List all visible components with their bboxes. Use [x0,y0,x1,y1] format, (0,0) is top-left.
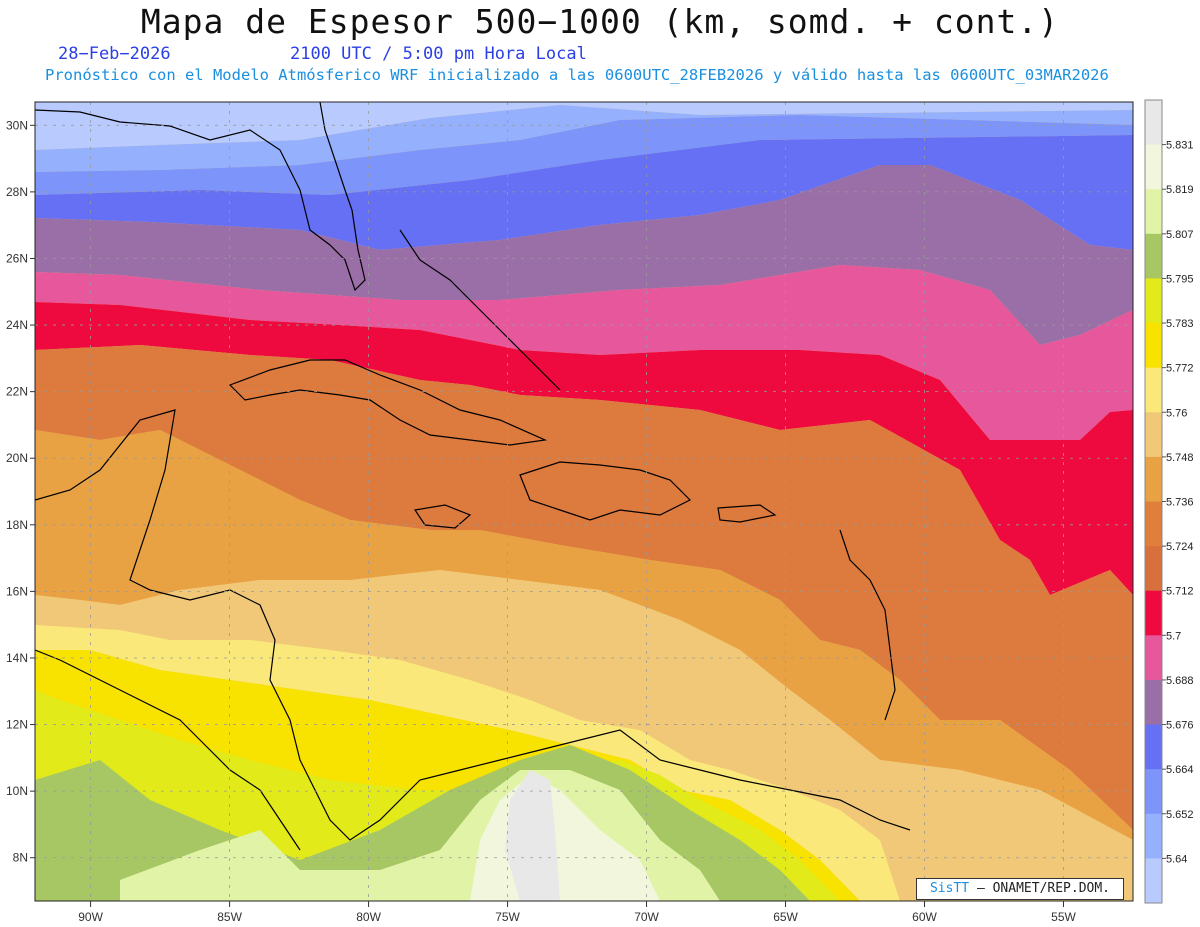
lon-tick-label: 70W [634,910,659,924]
colorbar-swatch [1145,278,1162,324]
colorbar-swatch [1145,501,1162,547]
colorbar-label: 5.807 [1166,229,1194,241]
colorbar-swatch [1145,144,1162,190]
lat-tick-label: 16N [6,584,28,598]
colorbar-swatch [1145,546,1162,592]
band-5664-light [35,115,1133,195]
colorbar-label: 5.831 [1166,140,1194,152]
forecast-time: 2100 UTC / 5:00 pm Hora Local [290,44,587,64]
colorbar-swatch [1145,813,1162,859]
lat-tick-label: 24N [6,318,28,332]
colorbar-label: 5.712 [1166,586,1194,598]
bahamas [399,229,561,391]
cuba-coast [228,359,548,446]
florida-coast [35,102,366,292]
band-5688 [35,265,1133,440]
lon-tick-label: 75W [495,910,520,924]
lon-tick-label: 85W [217,910,242,924]
band-5652 [35,105,1133,172]
colorbar-label: 5.76 [1166,407,1187,419]
colorbar-swatch [1145,412,1162,458]
lat-tick-label: 30N [6,118,28,132]
colorbar-label: 5.783 [1166,318,1194,330]
colorbar-label: 5.795 [1166,273,1194,285]
colorbar-swatch [1145,590,1162,636]
colorbar-label: 5.724 [1166,541,1194,553]
band-5664 [35,135,1133,250]
lon-tick-label: 55W [1051,910,1076,924]
colorbar-swatch [1145,189,1162,235]
colorbar-label: 5.64 [1166,853,1187,865]
forecast-subtitle: Pronóstico con el Modelo Atmósferico WRF… [45,66,1109,84]
forecast-date: 28−Feb−2026 [58,44,171,64]
central-america-coast [35,409,911,841]
lon-tick-label: 90W [78,910,103,924]
map-title: Mapa de Espesor 500−1000 (km, somd. + co… [140,2,1060,41]
lon-tick-label: 80W [356,910,381,924]
credit-text: – ONAMET/REP.DOM. [976,881,1111,896]
credit-box: SisTT – ONAMET/REP.DOM. [916,878,1124,900]
longitude-labels: 90W 85W 80W 75W 70W 65W 60W 55W [78,901,1077,924]
coastlines [35,102,911,851]
colorbar-label: 5.7 [1166,630,1181,642]
hispaniola-coast [519,461,692,521]
lat-tick-label: 28N [6,185,28,199]
lat-tick-label: 26N [6,251,28,265]
colorbar-label: 5.688 [1166,675,1194,687]
band-5748 [35,625,900,901]
colorbar-swatch [1145,679,1162,726]
map-frame [34,101,1134,902]
colorbar-label: 5.652 [1166,809,1194,821]
colorbar-swatch [1145,635,1162,681]
band-5640 [35,102,1133,150]
puerto-rico-coast [717,504,777,523]
colorbar-swatch [1145,769,1162,815]
colorbar-swatch [1145,456,1162,502]
colorbar-swatch [1145,858,1162,904]
gridlines [35,102,1133,901]
band-5712 [35,345,1133,830]
colorbar-label: 5.664 [1166,764,1194,776]
colorbar-label: 5.819 [1166,184,1194,196]
colorbar: 5.831 5.819 5.807 5.795 5.783 5.772 5.76 5.748 5… [1144,99,1194,904]
lon-tick-label: 65W [773,910,798,924]
lat-tick-label: 12N [6,718,28,732]
jamaica-coast [413,504,472,529]
lesser-antilles [839,529,896,721]
lat-tick-label: 10N [6,784,28,798]
lat-tick-label: 14N [6,651,28,665]
lat-tick-label: 18N [6,518,28,532]
lat-tick-label: 8N [13,851,28,865]
colorbar-swatch [1145,233,1162,279]
colorbar-label: 5.676 [1166,720,1194,732]
colorbar-label: 5.748 [1166,452,1194,464]
pacific-coast [35,649,301,851]
band-5820 [505,770,560,901]
lat-tick-label: 20N [6,451,28,465]
colorbar-label: 5.736 [1166,497,1194,509]
latitude-labels: 30N 28N 26N 24N 22N 20N 18N 16N 14N 12N 10N 8N [6,118,35,865]
colorbar-label: 5.772 [1166,363,1194,375]
lat-tick-label: 22N [6,385,28,399]
band-5700 [35,302,1133,595]
credit-brand: SisTT [929,881,970,896]
colorbar-swatch [1145,100,1162,146]
band-5676 [35,165,1133,345]
colorbar-swatch [1145,367,1162,413]
band-5736 [35,570,1133,901]
band-5724 [35,430,1133,840]
colorbar-swatch [1145,724,1162,770]
colorbar-swatch [1145,323,1162,369]
thickness-bands [35,102,1133,901]
lon-tick-label: 60W [912,910,937,924]
